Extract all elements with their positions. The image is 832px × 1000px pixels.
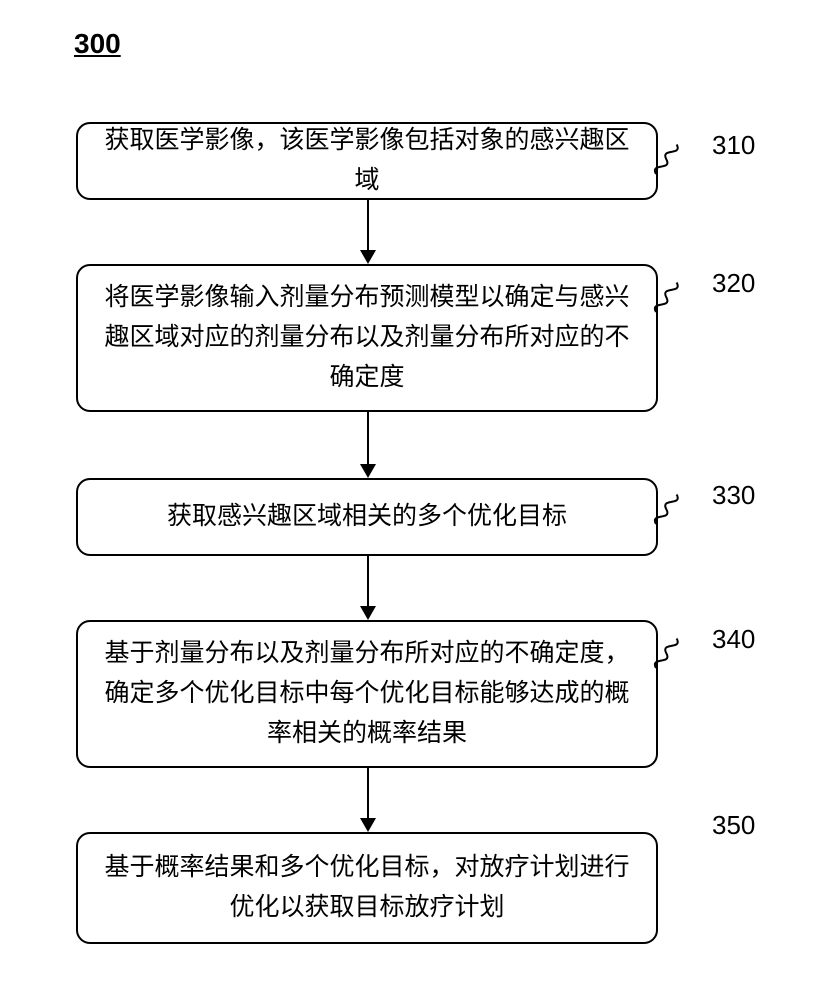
step-label-340: 340	[712, 624, 755, 655]
arrow-head-icon	[360, 606, 376, 620]
step-label-320: 320	[712, 268, 755, 299]
flow-step-text: 获取医学影像，该医学影像包括对象的感兴趣区域	[96, 121, 638, 201]
flow-step-text: 基于剂量分布以及剂量分布所对应的不确定度，确定多个优化目标中每个优化目标能够达成…	[96, 634, 638, 754]
flow-step-330: 获取感兴趣区域相关的多个优化目标	[76, 478, 658, 556]
flow-step-310: 获取医学影像，该医学影像包括对象的感兴趣区域	[76, 122, 658, 200]
step-label-350: 350	[712, 810, 755, 841]
arrow-head-icon	[360, 818, 376, 832]
flow-step-320: 将医学影像输入剂量分布预测模型以确定与感兴趣区域对应的剂量分布以及剂量分布所对应…	[76, 264, 658, 412]
arrow-line	[367, 768, 369, 818]
step-label-310: 310	[712, 130, 755, 161]
arrow-head-icon	[360, 250, 376, 264]
flow-step-text: 获取感兴趣区域相关的多个优化目标	[167, 497, 567, 537]
arrow-line	[367, 556, 369, 606]
flow-step-text: 将医学影像输入剂量分布预测模型以确定与感兴趣区域对应的剂量分布以及剂量分布所对应…	[96, 278, 638, 398]
step-label-330: 330	[712, 480, 755, 511]
arrow-line	[367, 412, 369, 464]
flow-step-340: 基于剂量分布以及剂量分布所对应的不确定度，确定多个优化目标中每个优化目标能够达成…	[76, 620, 658, 768]
flow-step-text: 基于概率结果和多个优化目标，对放疗计划进行优化以获取目标放疗计划	[96, 848, 638, 928]
figure-number: 300	[74, 28, 121, 60]
arrow-line	[367, 200, 369, 250]
flow-step-350: 基于概率结果和多个优化目标，对放疗计划进行优化以获取目标放疗计划	[76, 832, 658, 944]
flowchart-canvas: 300 获取医学影像，该医学影像包括对象的感兴趣区域 310 将医学影像输入剂量分布…	[0, 0, 832, 1000]
arrow-head-icon	[360, 464, 376, 478]
